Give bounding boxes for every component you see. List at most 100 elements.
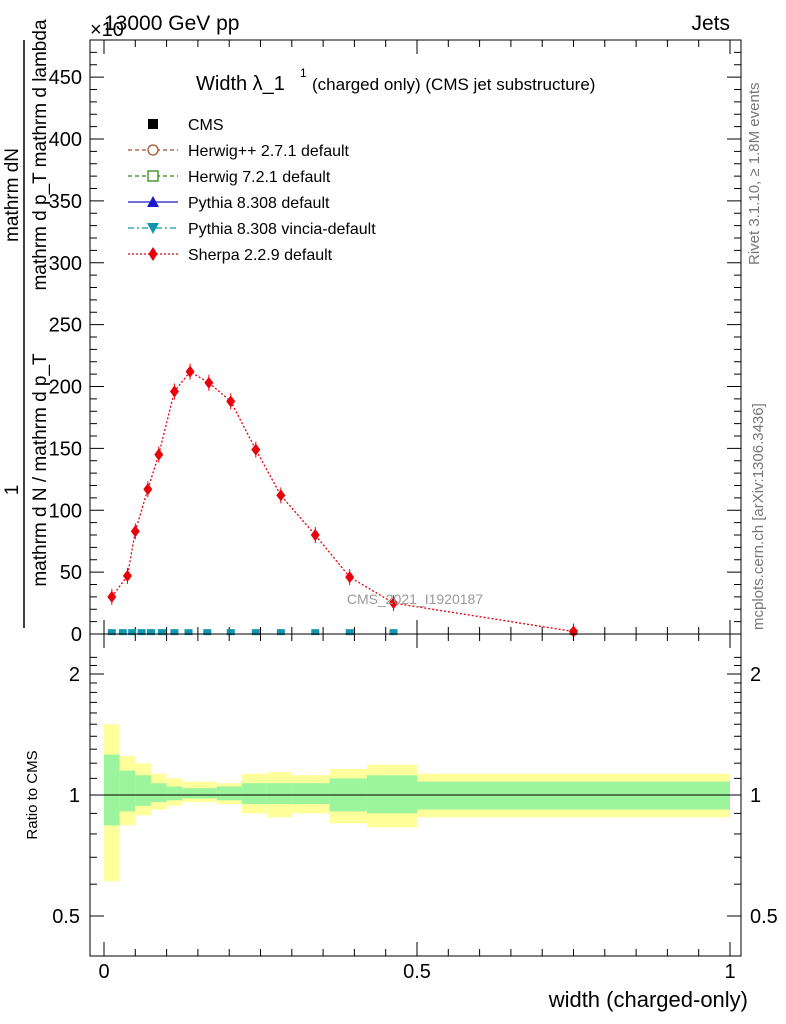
sherpa-markers [107,363,578,640]
ratio-inner-bin [216,786,242,801]
legend-label: Herwig 7.2.1 default [188,169,331,186]
ratio-ytick-label-right: 2 [750,664,761,686]
header-left: 13000 GeV pp [104,12,239,35]
legend-label: Pythia 8.308 default [188,195,330,212]
flat-series-marker [276,629,285,636]
ratio-inner-bin [241,783,267,804]
flat-series-marker [251,629,260,636]
flat-series-marker [389,629,398,636]
legend-marker-triangle [147,196,159,207]
mcplots-label: mcplots.cern.ch [arXiv:1306.3436] [750,403,767,630]
x-tick-labels: 0 0.5 1 [98,961,735,983]
ratio-inner-bin [150,783,167,803]
header-right: Jets [691,12,730,35]
main-ytick-label: 250 [49,315,82,337]
multiplier-label: ×10 [90,19,124,41]
x-axis-label: width (charged-only) [548,987,748,1012]
ylabel-pre-num: 1 [2,485,23,496]
ratio-ytick-label-right: 1 [750,785,761,807]
x-tick-label: 0 [98,961,109,983]
main-ytick-label: 100 [49,500,82,522]
ratio-ylabel: Ratio to CMS [24,750,41,839]
sherpa-marker [107,590,117,603]
main-ytick-label: 300 [49,253,82,275]
sherpa-marker [169,385,179,398]
flat-series-marker [311,629,320,636]
ratio-inner-band [104,754,730,826]
rivet-label: Rivet 3.1.10, ≥ 1.8M events [746,83,763,266]
ratio-panel: 0.5 0.5 1 1 2 2 0 0.5 1 [52,633,778,983]
sherpa-marker [251,443,261,456]
main-ytick-label: 350 [49,191,82,213]
main-ytick-label: 150 [49,438,82,460]
flat-series-marker [107,629,116,636]
sherpa-line [111,370,574,633]
ratio-ytick-label: 0.5 [52,906,80,928]
ratio-inner-bin [266,783,292,804]
flat-series-marker [137,629,146,636]
flat-series-marker [226,629,235,636]
sherpa-marker [122,569,132,582]
title-main: Width λ_1 [196,73,285,95]
sherpa-marker [276,489,286,502]
main-ytick-labels: 0 50 100 150 200 250 300 350 400 450 [49,67,82,646]
ratio-frame [89,633,742,957]
main-ytick-label: 450 [49,67,82,89]
main-ytick-label: 200 [49,377,82,399]
title-sub: (charged only) (CMS jet substructure) [312,75,595,94]
ratio-inner-bin [197,788,217,799]
ylabel-pre-den: mathrm d N / mathrm d p_T [30,353,51,587]
ratio-inner-bin [119,770,136,812]
sherpa-marker [389,597,399,610]
legend-label: Pythia 8.308 vincia-default [188,221,376,238]
analysis-label: CMS_2021_I1920187 [347,591,483,607]
sherpa-marker [130,525,140,538]
ratio-inner-bin [366,775,417,814]
flat-series-marker [118,629,127,636]
ratio-ytick-labels: 0.5 0.5 1 1 2 2 [52,664,778,928]
legend-marker-diamond [148,247,158,261]
sherpa-marker [204,376,214,389]
flat-series-marker [157,629,166,636]
sherpa-marker [226,395,236,408]
ratio-inner-bin [291,783,330,804]
flat-series-marker [128,629,137,636]
sherpa-marker [569,625,578,638]
flat-series-marker [170,629,179,636]
sherpa-marker [310,529,320,541]
ratio-inner-bin [182,788,198,799]
legend-marker-triangle-down [147,223,159,234]
legend-marker-open-square [147,170,159,182]
main-ytick-label: 0 [71,624,82,646]
ylabel-den: mathrm d p_T mathrm d lambda [30,19,51,290]
ratio-inner-bin [135,775,151,806]
ratio-ytick-label-right: 0.5 [750,906,778,928]
flat-series-marker [203,629,212,636]
sherpa-marker [185,365,195,378]
legend-label: Sherpa 2.2.9 default [188,247,333,264]
sherpa-marker [345,571,355,584]
x-tick-label: 1 [724,961,735,983]
main-axis-ticks [90,39,741,635]
legend-label: CMS [188,117,224,134]
ratio-inner-bin [417,781,730,810]
plot-title: Width λ_1 1 (charged only) (CMS jet subs… [196,66,595,95]
ratio-inner-bin [166,786,183,801]
ratio-ytick-label: 2 [69,664,80,686]
x-tick-label: 0.5 [403,961,431,983]
ylabel-num: mathrm dN [2,148,23,242]
main-panel: 0 50 100 150 200 250 300 350 400 450 [49,39,742,646]
legend: CMS Herwig++ 2.7.1 default Herwig 7.2.1 de… [128,117,376,264]
main-ytick-label: 400 [49,129,82,151]
legend-marker-square [148,119,158,129]
sherpa-marker [154,448,164,461]
main-ylabel: 1 mathrm d N / mathrm d p_T mathrm dN ma… [2,19,51,628]
legend-marker-circle [147,144,159,156]
ratio-inner-bin [104,754,120,826]
title-sup: 1 [300,66,307,80]
sherpa-marker [143,483,153,496]
ratio-axis-ticks [90,634,741,956]
flat-series-marker [184,629,193,636]
flat-series-marker [146,629,155,636]
